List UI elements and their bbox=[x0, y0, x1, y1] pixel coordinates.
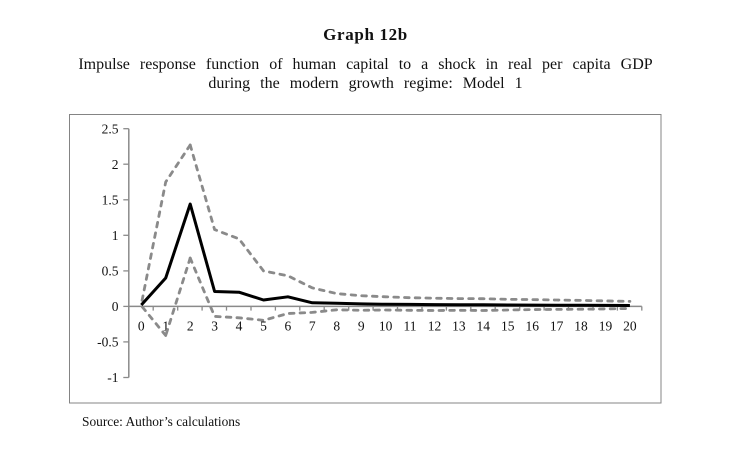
svg-text:18: 18 bbox=[574, 319, 588, 334]
svg-text:0: 0 bbox=[112, 299, 119, 314]
svg-text:13: 13 bbox=[452, 319, 466, 334]
svg-text:8: 8 bbox=[333, 319, 340, 334]
svg-text:10: 10 bbox=[379, 319, 393, 334]
svg-text:1: 1 bbox=[162, 319, 169, 334]
svg-text:15: 15 bbox=[501, 319, 515, 334]
svg-text:1: 1 bbox=[112, 228, 119, 243]
svg-text:0: 0 bbox=[138, 319, 145, 334]
svg-text:0.5: 0.5 bbox=[102, 264, 119, 279]
svg-text:2: 2 bbox=[187, 319, 194, 334]
svg-text:9: 9 bbox=[358, 319, 365, 334]
svg-text:14: 14 bbox=[477, 319, 491, 334]
svg-text:7: 7 bbox=[309, 319, 316, 334]
svg-text:2: 2 bbox=[112, 157, 119, 172]
svg-text:3: 3 bbox=[211, 319, 218, 334]
svg-text:16: 16 bbox=[525, 319, 539, 334]
svg-text:-1: -1 bbox=[107, 370, 118, 385]
svg-text:11: 11 bbox=[404, 319, 417, 334]
svg-text:20: 20 bbox=[623, 319, 637, 334]
svg-text:2.5: 2.5 bbox=[102, 121, 119, 136]
svg-text:6: 6 bbox=[285, 319, 292, 334]
svg-text:12: 12 bbox=[428, 319, 442, 334]
svg-text:5: 5 bbox=[260, 319, 267, 334]
svg-text:-0.5: -0.5 bbox=[97, 335, 119, 350]
svg-text:4: 4 bbox=[236, 319, 243, 334]
svg-text:1.5: 1.5 bbox=[102, 193, 119, 208]
svg-text:17: 17 bbox=[550, 319, 564, 334]
svg-text:19: 19 bbox=[599, 319, 613, 334]
